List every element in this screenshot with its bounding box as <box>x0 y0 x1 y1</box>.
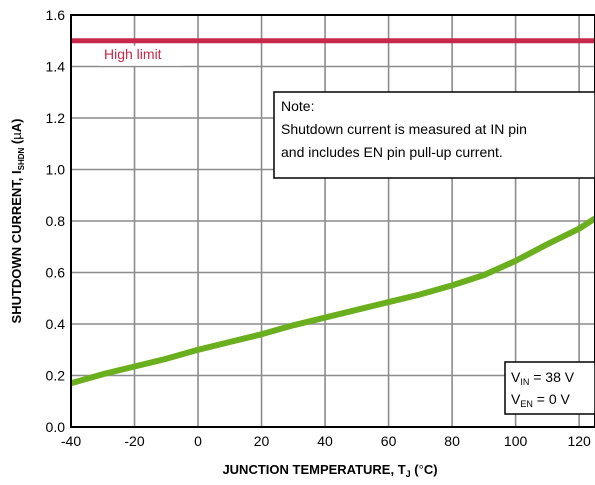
condition-en: VEN = 0 V <box>511 391 570 409</box>
x-tick-label: 60 <box>381 433 397 449</box>
limit-layer: High limit <box>71 38 595 66</box>
note-box: Note: Shutdown current is measured at IN … <box>273 91 595 179</box>
note-line: and includes EN pin pull-up current. <box>281 144 503 160</box>
y-tick-label: 1.4 <box>46 59 66 75</box>
condition-in: VIN = 38 V <box>511 369 575 387</box>
x-axis-label: JUNCTION TEMPERATURE, TJ (°C) <box>222 462 437 479</box>
y-tick-label: 0.4 <box>46 316 66 332</box>
y-axis-label: SHUTDOWN CURRENT, ISHDN (µA) <box>9 119 26 324</box>
high-limit-label-bg <box>99 45 183 66</box>
series-line <box>70 215 595 387</box>
note-frame <box>273 91 595 179</box>
curve-layer <box>70 215 595 387</box>
y-tick-label: 0.0 <box>46 419 66 435</box>
x-tick-label: 100 <box>504 433 528 449</box>
conditions-box: VIN = 38 V VEN = 0 V <box>504 361 595 415</box>
y-tick-label: 1.6 <box>46 7 66 23</box>
x-tick-label: -40 <box>61 433 81 449</box>
note-line: Shutdown current is measured at IN pin <box>281 121 527 137</box>
x-tick-label: 0 <box>194 433 202 449</box>
y-tick-label: 0.6 <box>46 265 66 281</box>
note-title: Note: <box>281 98 314 114</box>
tick-labels: -40 -20 0 20 40 60 80 100 120 0.0 0.2 0.4 0.6 0.8 1.0 1… <box>46 7 591 449</box>
x-tick-label: 20 <box>254 433 270 449</box>
y-tick-label: 0.8 <box>46 213 66 229</box>
conditions-frame <box>504 361 595 415</box>
x-tick-label: -20 <box>124 433 144 449</box>
y-tick-label: 1.0 <box>46 162 66 178</box>
y-tick-label: 1.2 <box>46 110 66 126</box>
high-limit-label: High limit <box>104 46 162 62</box>
x-tick-label: 80 <box>444 433 460 449</box>
axis-labels: JUNCTION TEMPERATURE, TJ (°C) SHUTDOWN CU… <box>9 119 438 479</box>
y-tick-label: 0.2 <box>46 368 66 384</box>
x-tick-label: 120 <box>567 433 591 449</box>
x-tick-label: 40 <box>317 433 333 449</box>
plot-frame <box>70 14 595 428</box>
